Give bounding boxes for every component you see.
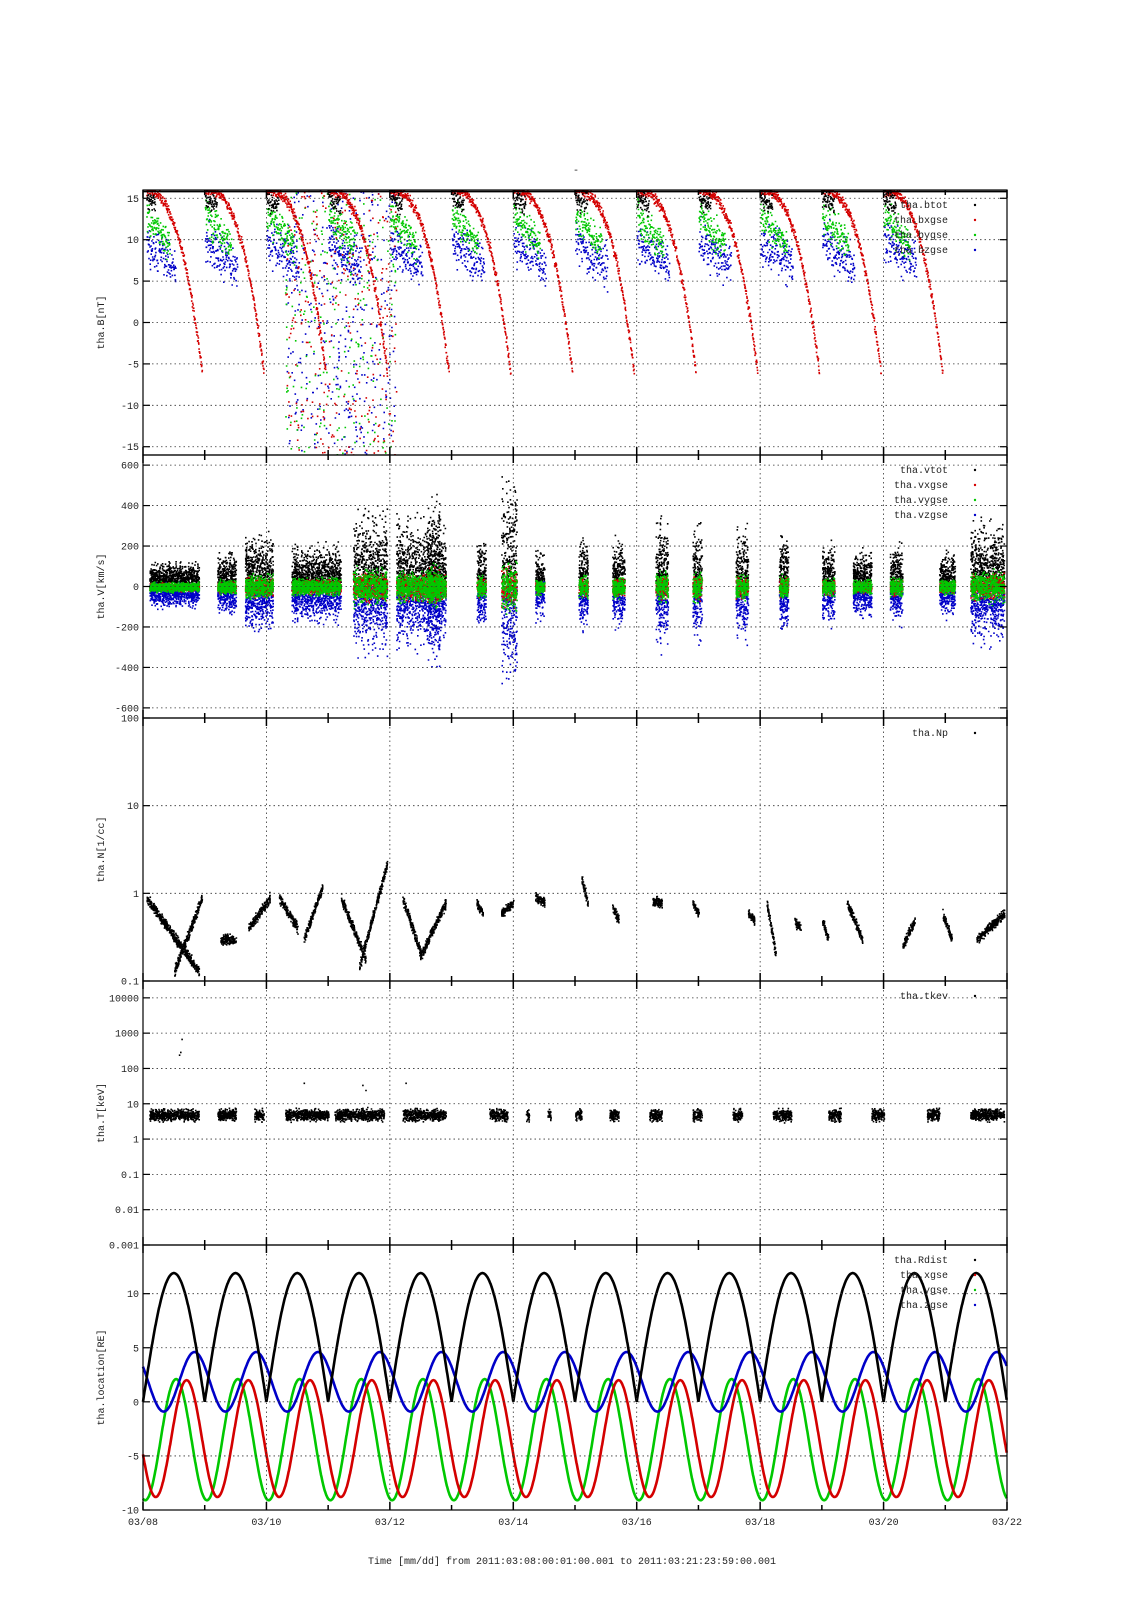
y-tick-label: -200: [115, 623, 139, 634]
y-axis-title: tha.T[keV]: [96, 1083, 108, 1143]
x-tick-label: 03/10: [251, 1517, 281, 1529]
y-tick-label: 100: [121, 1065, 139, 1076]
legend-entry: tha.tkev: [900, 991, 948, 1003]
data-points-vtot: [149, 476, 1006, 584]
legend-marker: [973, 218, 977, 222]
legend-entry: tha.zgse: [900, 1300, 948, 1312]
legend-entry: tha.vzgse: [894, 510, 948, 522]
y-axis-title: tha.location[RE]: [96, 1329, 108, 1425]
y-tick-label: 600: [121, 462, 139, 473]
x-tick-label: 03/18: [745, 1517, 775, 1529]
y-tick-label: 0.1: [121, 1171, 139, 1182]
y-tick-label: -600: [115, 704, 139, 715]
panel-border: [142, 1244, 1008, 1511]
y-tick-label: 5: [133, 278, 139, 289]
panel-3: 0.001 0.01 0.1 1 10 100 1000 10000 tha.T[keV] tha…: [96, 980, 1008, 1253]
legend-entry: tha.Rdist: [894, 1255, 948, 1267]
panel-0: -15 -10 -5 0 5 10 15 tha.B[nT] tha.btot tha.bxgse…: [96, 189, 1008, 456]
y-axis-title: tha.V[km/s]: [96, 553, 108, 619]
x-tick-label: 03/08: [128, 1517, 158, 1529]
y-tick-label: 0: [133, 583, 139, 594]
y-tick-label: 0: [133, 1398, 139, 1409]
y-tick-label: 1: [133, 890, 139, 901]
y-tick-label: 200: [121, 543, 139, 554]
y-tick-label: 0.1: [121, 978, 139, 989]
legend-marker: [973, 513, 977, 517]
figure-title: -: [573, 166, 579, 177]
legend-marker: [973, 731, 977, 735]
y-tick-label: 0: [133, 319, 139, 330]
panel-2: 0.1 1 10 100 tha.N[1/cc] tha.Np: [96, 715, 1008, 989]
panel-border: [142, 717, 1008, 982]
legend-marker: [973, 1288, 977, 1292]
y-tick-label: 10: [127, 1290, 139, 1301]
data-points-btot: [143, 190, 1007, 217]
data-points-bygse: [146, 190, 912, 455]
y-tick-label: -10: [121, 1507, 139, 1518]
x-axis-title: Time [mm/dd] from 2011:03:08:00:01:00.00…: [368, 1556, 776, 1568]
y-tick-label: 10000: [109, 994, 139, 1005]
y-tick-label: 100: [121, 715, 139, 726]
legend-entry: tha.vygse: [894, 495, 948, 507]
data-points-bzgse: [146, 190, 918, 455]
x-tick-label: 03/14: [498, 1517, 528, 1529]
legend-entry: tha.bygse: [894, 230, 948, 242]
y-tick-label: -10: [121, 402, 139, 413]
legend-marker: [973, 1303, 977, 1307]
y-axis-title: tha.B[nT]: [96, 295, 108, 349]
legend-entry: tha.btot: [900, 200, 948, 212]
legend-marker: [973, 1258, 977, 1262]
legend-entry: tha.vxgse: [894, 480, 948, 492]
data-line-xgse: [141, 1378, 1008, 1499]
x-tick-label: 03/16: [622, 1517, 652, 1529]
y-tick-label: 1000: [115, 1030, 139, 1041]
legend-entry: tha.xgse: [900, 1270, 948, 1282]
data-points-vzgse: [149, 579, 1006, 685]
y-tick-label: -5: [127, 1452, 139, 1463]
y-tick-label: -5: [127, 360, 139, 371]
legend-marker: [973, 203, 977, 207]
panel-4: 03/08 03/10 03/12 03/14 03/16 03/18 03/20 03/22…: [96, 1244, 1022, 1529]
legend-entry: tha.vtot: [900, 465, 948, 477]
data-points-bxgse: [146, 190, 944, 455]
y-tick-label: 10: [127, 1100, 139, 1111]
legend-marker: [973, 994, 977, 998]
y-tick-label: 0.01: [115, 1206, 139, 1217]
y-tick-label: 1: [133, 1136, 139, 1147]
x-tick-label: 03/12: [375, 1517, 405, 1529]
legend-marker: [973, 233, 977, 237]
y-tick-label: 5: [133, 1344, 139, 1355]
legend-entry: tha.ygse: [900, 1285, 948, 1297]
panel-1: -600 -400 -200 0 200 400 600 tha.V[km/s] tha.vto…: [96, 454, 1008, 719]
legend-marker: [973, 483, 977, 487]
y-tick-label: 400: [121, 502, 139, 513]
data-points-tkev: [149, 1038, 1006, 1124]
x-tick-label: 03/22: [992, 1517, 1022, 1529]
x-tick-label: 03/20: [869, 1517, 899, 1529]
y-tick-label: -400: [115, 664, 139, 675]
data-line-zgse: [141, 1377, 1008, 1502]
y-tick-label: 10: [127, 236, 139, 247]
data-line-ygse: [141, 1350, 1008, 1413]
data-points-vxgse: [149, 565, 1006, 612]
y-tick-label: 15: [127, 195, 139, 206]
legend-entry: tha.bxgse: [894, 215, 948, 227]
legend-entry: tha.Np: [912, 728, 948, 740]
legend-marker: [973, 498, 977, 502]
legend-entry: tha.bzgse: [894, 245, 948, 257]
legend-marker: [973, 1273, 977, 1277]
legend-marker: [973, 468, 977, 472]
y-tick-label: 10: [127, 802, 139, 813]
y-tick-label: -15: [121, 443, 139, 454]
data-points-np: [146, 860, 1006, 977]
legend-marker: [973, 248, 977, 252]
y-axis-title: tha.N[1/cc]: [96, 816, 108, 882]
data-line-rdist: [141, 1271, 1008, 1403]
data-points-vygse: [149, 560, 1006, 615]
y-tick-label: 0.001: [109, 1242, 139, 1253]
